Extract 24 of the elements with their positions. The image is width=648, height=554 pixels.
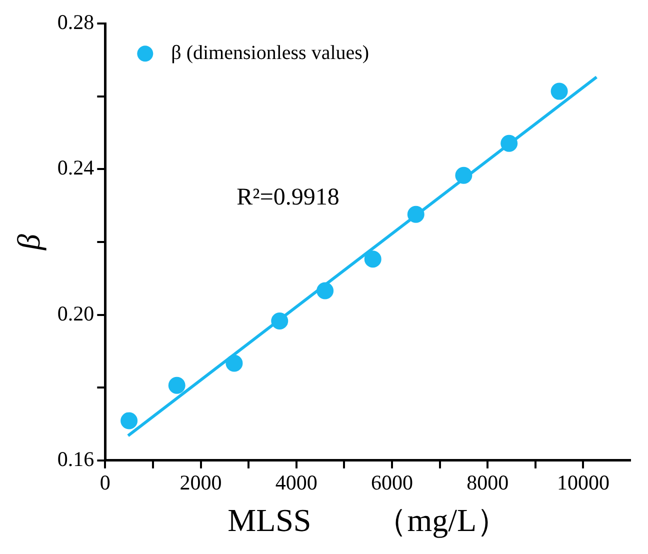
x-tick-label: 4000 (275, 470, 318, 495)
point (271, 312, 288, 330)
point (120, 412, 138, 430)
point (407, 206, 424, 223)
y-tick-label: 0.20 (57, 301, 94, 326)
y-tick-label: 0.28 (57, 10, 94, 34)
x-tick-label: 6000 (370, 470, 413, 495)
point (500, 134, 518, 152)
point (550, 82, 568, 100)
point (316, 282, 334, 300)
y-tick-label: 0.16 (57, 446, 94, 471)
x-tick-label: 2000 (180, 470, 222, 495)
point (364, 250, 382, 268)
x-axis-title: MLSS （mg/L） (228, 502, 509, 538)
point (455, 166, 472, 184)
x-tick-label: 8000 (466, 470, 509, 495)
annotation: R²=0.9918 (236, 184, 340, 211)
point (168, 376, 186, 394)
x-tick-label: 10000 (556, 470, 610, 495)
y-tick-label: 0.24 (57, 156, 95, 180)
point (226, 354, 243, 372)
x-tick-label: 0 (100, 470, 110, 495)
y-axis-title: β (10, 234, 47, 251)
legend-label: β (dimensionless values) (171, 42, 370, 64)
